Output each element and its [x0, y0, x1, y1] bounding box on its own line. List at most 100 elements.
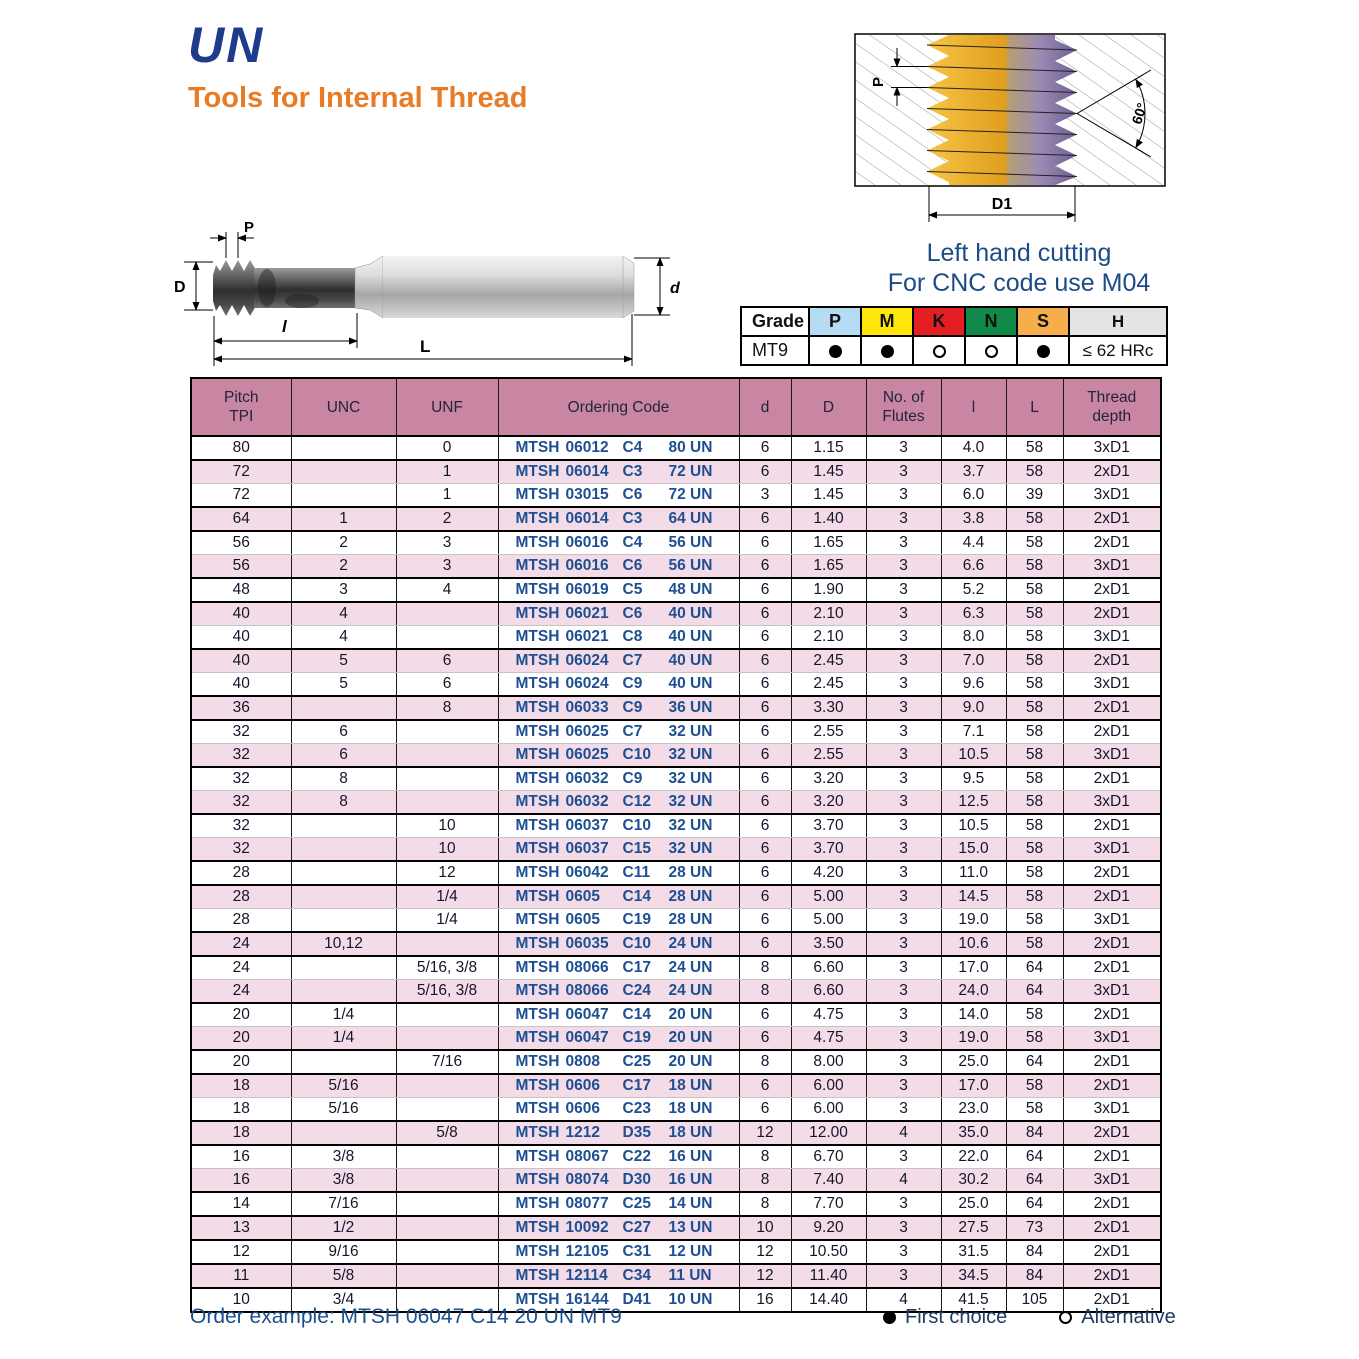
table-row: 32 10 MTSH 06037 C10 32 UN 6 3.70 3 10.5 58 2xD1 [191, 814, 1161, 838]
spec-cell: 3 [290, 578, 396, 603]
spec-cell: 8 [738, 979, 791, 1004]
spec-cell: 16 [191, 1145, 291, 1169]
spec-cell: 58 [1005, 720, 1063, 744]
spec-cell: 9/16 [290, 1240, 396, 1265]
ordering-code-cell: MTSH 0606 C23 18 UN [497, 1097, 739, 1122]
spec-cell: 4.20 [790, 861, 866, 886]
table-row: 18 5/16 MTSH 0606 C23 18 UN 6 6.00 3 23.0 58 3xD1 [191, 1097, 1161, 1122]
table-row: 13 1/2 MTSH 10092 C27 13 UN 10 9.20 3 27.5 73 2xD1 [191, 1216, 1161, 1241]
spec-cell: 2xD1 [1062, 814, 1161, 838]
spec-cell: 1.65 [790, 554, 866, 579]
spec-cell: 3 [865, 483, 941, 508]
spec-cell: 3 [865, 649, 941, 673]
spec-cell: 6 [738, 460, 791, 484]
spec-cell: 1/4 [395, 885, 498, 909]
ordering-code-cell: MTSH 06016 C4 56 UN [497, 531, 739, 555]
ordering-code-cell: MTSH 1212 D35 18 UN [497, 1121, 739, 1146]
spec-cell: 3/8 [290, 1145, 396, 1169]
ordering-code-cell: MTSH 0605 C14 28 UN [497, 885, 739, 909]
spec-cell: 8 [738, 1050, 791, 1075]
thread-section-diagram: P 60° D1 [854, 33, 1166, 222]
spec-cell: 25.0 [940, 1192, 1006, 1217]
table-row: 12 9/16 MTSH 12105 C31 12 UN 12 10.50 3 31.5 84 2xD… [191, 1240, 1161, 1265]
table-row: 16 3/8 MTSH 08067 C22 16 UN 8 6.70 3 22.0 64 2xD1 [191, 1145, 1161, 1169]
flute-shadow [258, 269, 276, 307]
spec-cell: 58 [1005, 767, 1063, 791]
spec-cell: 16 [738, 1288, 791, 1313]
table-row: 20 1/4 MTSH 06047 C14 20 UN 6 4.75 3 14.0 58 2xD1 [191, 1003, 1161, 1027]
spec-cell: 7.1 [940, 720, 1006, 744]
ordering-code-cell: MTSH 06014 C3 72 UN [497, 460, 739, 484]
spec-cell: 73 [1005, 1216, 1063, 1241]
spec-cell: 1/2 [290, 1216, 396, 1241]
spec-cell: 12.5 [940, 790, 1006, 815]
col-L: L [1005, 378, 1063, 437]
spec-cell: 12 [738, 1121, 791, 1146]
spec-cell: 3 [395, 531, 498, 555]
legend-first-choice-label: First choice [905, 1306, 1008, 1328]
table-row: 36 8 MTSH 06033 C9 36 UN 6 3.30 3 9.0 58 2xD1 [191, 696, 1161, 721]
ordering-code-cell: MTSH 06021 C6 40 UN [497, 602, 739, 626]
spec-cell: 58 [1005, 1074, 1063, 1098]
table-row: 20 7/16 MTSH 0808 C25 20 UN 8 8.00 3 25.0 64 2xD1 [191, 1050, 1161, 1075]
spec-cell: 13 [191, 1216, 291, 1241]
spec-cell: 64 [1005, 979, 1063, 1004]
spec-cell: 6 [738, 625, 791, 650]
spec-cell: 4 [865, 1121, 941, 1146]
spec-cell: 6 [738, 554, 791, 579]
spec-cell: 24 [191, 956, 291, 980]
spec-cell [290, 814, 396, 838]
spec-cell: 14.0 [940, 1003, 1006, 1027]
spec-cell: 25.0 [940, 1050, 1006, 1075]
table-row: 24 5/16, 3/8 MTSH 08066 C24 24 UN 8 6.60 3 24.0 64… [191, 979, 1161, 1004]
spec-cell: 31.5 [940, 1240, 1006, 1265]
spec-cell [290, 1121, 396, 1146]
spec-cell: 2 [395, 507, 498, 532]
spec-cell [395, 1240, 498, 1265]
ordering-code-cell: MTSH 12114 C34 11 UN [497, 1264, 739, 1289]
d1-dimension [928, 186, 1076, 222]
spec-cell [395, 602, 498, 626]
spec-cell: 3.70 [790, 814, 866, 838]
spec-cell: 8.0 [940, 625, 1006, 650]
spec-cell: 32 [191, 814, 291, 838]
spec-cell: 32 [191, 767, 291, 791]
spec-cell: 3 [865, 767, 941, 791]
table-row: 28 1/4 MTSH 0605 C19 28 UN 6 5.00 3 19.0 58 3xD1 [191, 908, 1161, 933]
spec-cell: 3xD1 [1062, 1026, 1161, 1051]
table-row: 32 6 MTSH 06025 C10 32 UN 6 2.55 3 10.5 58 3xD1 [191, 743, 1161, 768]
col-l: l [940, 378, 1006, 437]
l-big-dimension [213, 314, 633, 366]
spec-cell: 6 [738, 531, 791, 555]
page-title: UN [188, 17, 265, 73]
spec-cell: 5/16, 3/8 [395, 956, 498, 980]
spec-cell: 6 [738, 436, 791, 461]
grade-table: Grade P M K N S H MT9 ≤ 62 HRc [739, 306, 1169, 366]
spec-cell: 9.0 [940, 696, 1006, 721]
spec-cell: 2xD1 [1062, 1240, 1161, 1265]
ordering-code-cell: MTSH 12105 C31 12 UN [497, 1240, 739, 1265]
spec-cell: 2xD1 [1062, 932, 1161, 957]
ordering-code-cell: MTSH 06025 C10 32 UN [497, 743, 739, 768]
spec-cell [290, 483, 396, 508]
spec-cell: 2xD1 [1062, 507, 1161, 532]
spec-cell: 2.45 [790, 672, 866, 697]
ordering-code-cell: MTSH 06032 C12 32 UN [497, 790, 739, 815]
spec-cell: 10,12 [290, 932, 396, 957]
page-subtitle: Tools for Internal Thread [188, 82, 528, 114]
table-row: 32 6 MTSH 06025 C7 32 UN 6 2.55 3 7.1 58 2xD1 [191, 720, 1161, 744]
ordering-code-cell: MTSH 06033 C9 36 UN [497, 696, 739, 721]
ordering-code-cell: MTSH 08067 C22 16 UN [497, 1145, 739, 1169]
spec-cell: 1 [395, 483, 498, 508]
spec-cell: 18 [191, 1097, 291, 1122]
spec-cell: 3.8 [940, 507, 1006, 532]
open-dot-icon [984, 344, 998, 358]
spec-cell: 3 [865, 743, 941, 768]
spec-cell: 58 [1005, 602, 1063, 626]
grade-dot-p [808, 335, 863, 366]
grade-dot-n [964, 335, 1019, 366]
spec-cell: 34.5 [940, 1264, 1006, 1289]
spec-cell: 5 [290, 649, 396, 673]
spec-cell: 8 [290, 767, 396, 791]
spec-cell: 6 [395, 649, 498, 673]
